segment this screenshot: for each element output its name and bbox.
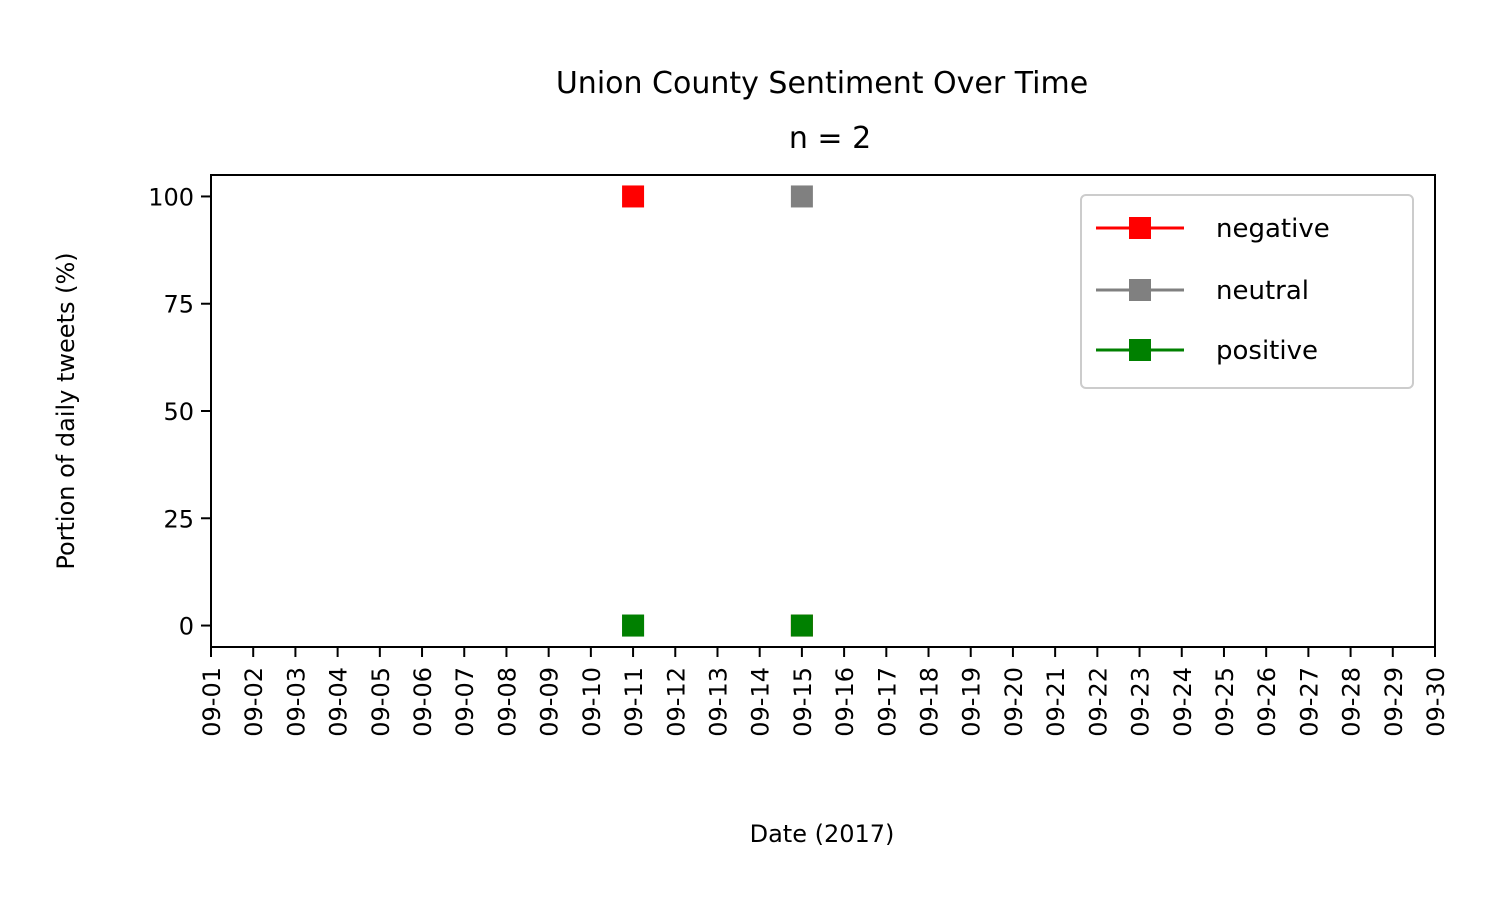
x-tick-label: 09-22 bbox=[1084, 667, 1112, 737]
x-tick-label: 09-06 bbox=[409, 667, 437, 737]
y-tick-label: 0 bbox=[179, 613, 194, 641]
x-tick-label: 09-10 bbox=[578, 667, 606, 737]
y-tick-label: 25 bbox=[163, 505, 194, 533]
x-tick-label: 09-27 bbox=[1295, 667, 1323, 737]
data-point-positive bbox=[622, 614, 645, 637]
legend-frame bbox=[1080, 194, 1414, 389]
x-axis-label: Date (2017) bbox=[750, 820, 895, 848]
x-tick-label: 09-29 bbox=[1380, 667, 1408, 737]
x-tick-label: 09-24 bbox=[1169, 667, 1197, 737]
legend-label-positive: positive bbox=[1216, 336, 1318, 366]
x-tick-label: 09-03 bbox=[282, 667, 310, 737]
x-axis-ticks: 09-01 09-02 09-03 09-04 09-05 09-06 09-07 09-08… bbox=[198, 647, 1450, 737]
x-tick-label: 09-18 bbox=[916, 667, 944, 737]
x-tick-label: 09-20 bbox=[1000, 667, 1028, 737]
x-tick-label: 09-25 bbox=[1211, 667, 1239, 737]
x-tick-label: 09-12 bbox=[662, 667, 690, 737]
legend-marker-negative bbox=[1129, 217, 1151, 239]
x-tick-label: 09-14 bbox=[747, 667, 775, 737]
x-tick-label: 09-21 bbox=[1042, 667, 1070, 737]
plot-area-frame bbox=[210, 174, 1436, 648]
x-tick-label: 09-26 bbox=[1253, 667, 1281, 737]
legend-label-neutral: neutral bbox=[1216, 276, 1309, 306]
x-tick-label: 09-28 bbox=[1338, 667, 1366, 737]
legend: negative neutral positive bbox=[1080, 194, 1414, 389]
data-point-neutral bbox=[790, 185, 813, 208]
legend-marker-positive bbox=[1129, 339, 1151, 361]
y-axis-label: Portion of daily tweets (%) bbox=[52, 252, 80, 569]
chart-subtitle: n = 2 bbox=[789, 121, 871, 156]
data-point-positive bbox=[790, 614, 813, 637]
legend-marker-neutral bbox=[1129, 279, 1151, 301]
x-tick-label: 09-23 bbox=[1127, 667, 1155, 737]
data-markers bbox=[622, 185, 813, 637]
x-tick-label: 09-09 bbox=[536, 667, 564, 737]
x-tick-label: 09-01 bbox=[198, 667, 226, 737]
y-tick-label: 100 bbox=[148, 183, 194, 211]
x-tick-label: 09-30 bbox=[1422, 667, 1450, 737]
y-axis-ticks: 0 25 50 75 100 bbox=[148, 183, 211, 641]
x-tick-label: 09-16 bbox=[831, 667, 859, 737]
x-tick-label: 09-13 bbox=[704, 667, 732, 737]
y-tick-label: 50 bbox=[163, 398, 194, 426]
x-tick-label: 09-11 bbox=[620, 667, 648, 737]
x-tick-label: 09-19 bbox=[958, 667, 986, 737]
legend-label-negative: negative bbox=[1216, 214, 1330, 244]
chart-title: Union County Sentiment Over Time bbox=[556, 66, 1088, 101]
x-tick-label: 09-17 bbox=[873, 667, 901, 737]
data-point-negative bbox=[622, 185, 645, 208]
x-tick-label: 09-08 bbox=[493, 667, 521, 737]
x-tick-label: 09-02 bbox=[240, 667, 268, 737]
x-tick-label: 09-07 bbox=[451, 667, 479, 737]
x-tick-label: 09-04 bbox=[325, 667, 353, 737]
x-tick-label: 09-05 bbox=[367, 667, 395, 737]
x-tick-label: 09-15 bbox=[789, 667, 817, 737]
y-tick-label: 75 bbox=[163, 291, 194, 319]
